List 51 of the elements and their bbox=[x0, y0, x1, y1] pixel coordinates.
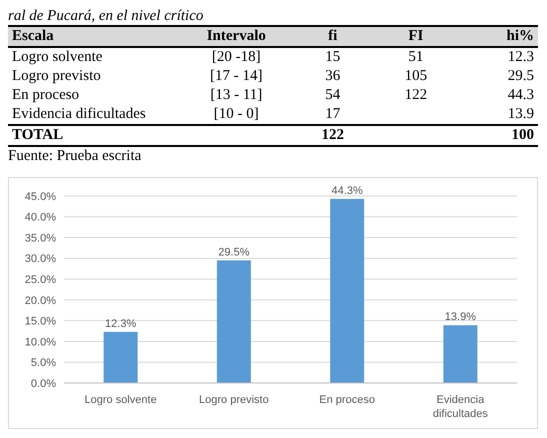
text: FI bbox=[407, 27, 424, 46]
data-label: 12.3% bbox=[105, 318, 136, 330]
text: 29.5 bbox=[506, 67, 535, 86]
bar bbox=[216, 260, 251, 383]
bar bbox=[330, 198, 364, 383]
text: 122 bbox=[404, 86, 428, 105]
y-tick-label: 30.0% bbox=[24, 253, 56, 266]
text: 100 bbox=[510, 126, 535, 145]
y-tick-label: 20.0% bbox=[24, 294, 56, 307]
data-label: 13.9% bbox=[444, 311, 476, 324]
source-note: Fuente: Prueba escrita bbox=[8, 147, 142, 165]
text: [17 - 14] bbox=[209, 67, 264, 86]
y-tick-label: 15.0% bbox=[24, 316, 56, 328]
text: 44.3 bbox=[506, 86, 535, 105]
text: 105 bbox=[404, 67, 428, 86]
text: En proceso bbox=[11, 86, 80, 105]
y-tick-label: 5.0% bbox=[30, 357, 56, 370]
text: TOTAL bbox=[11, 126, 64, 145]
y-tick-label: 0.0% bbox=[30, 378, 56, 390]
y-tick-label: 10.0% bbox=[24, 336, 56, 348]
text: Evidencia dificultades bbox=[11, 105, 147, 124]
text: 36 bbox=[324, 67, 342, 86]
x-tick-label: En proceso bbox=[319, 394, 375, 406]
text: Logro solvente bbox=[11, 48, 104, 67]
text: [13 - 11] bbox=[209, 86, 264, 105]
y-tick-label: 35.0% bbox=[24, 232, 56, 244]
data-label: 29.5% bbox=[218, 246, 250, 258]
x-tick-label: Evidencia dificultades bbox=[432, 394, 488, 420]
text: 12.3 bbox=[506, 48, 535, 67]
text: hi% bbox=[505, 27, 535, 46]
text: Intervalo bbox=[206, 27, 267, 46]
data-label: 44.3% bbox=[332, 184, 363, 197]
text: 51 bbox=[407, 48, 424, 67]
text: 15 bbox=[324, 48, 342, 67]
x-tick-label: Logro previsto bbox=[199, 394, 269, 406]
x-tick-label: Logro solvente bbox=[84, 394, 157, 406]
bar bbox=[104, 332, 138, 383]
text: 122 bbox=[320, 126, 345, 145]
text: fi bbox=[327, 27, 338, 46]
text: [20 -18] bbox=[210, 48, 262, 67]
bar bbox=[443, 325, 478, 383]
text: 13.9 bbox=[506, 105, 535, 124]
y-tick-label: 40.0% bbox=[24, 212, 56, 224]
y-tick-label: 45.0% bbox=[24, 190, 56, 203]
text: 17 bbox=[324, 105, 342, 124]
text: 54 bbox=[324, 86, 342, 105]
text: Logro previsto bbox=[11, 67, 102, 86]
y-tick-label: 25.0% bbox=[24, 274, 56, 286]
text: Escala bbox=[11, 27, 55, 46]
text: ral de Pucará, en el nivel crítico bbox=[8, 8, 204, 25]
text: [10 - 0] bbox=[212, 105, 260, 124]
